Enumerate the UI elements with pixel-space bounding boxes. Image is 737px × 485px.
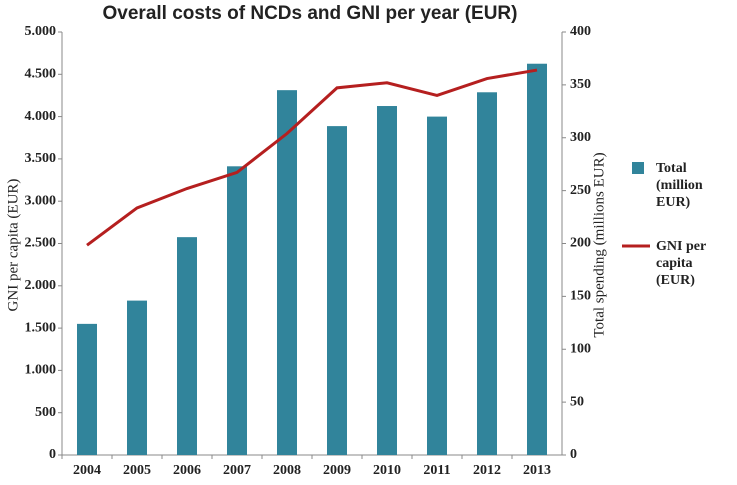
bar xyxy=(77,323,97,455)
y2-tick-label: 200 xyxy=(570,236,591,251)
bar xyxy=(427,116,447,455)
legend-swatch xyxy=(632,162,644,174)
bar xyxy=(177,237,197,455)
y2-tick-label: 50 xyxy=(570,394,584,409)
x-tick-label: 2012 xyxy=(473,463,501,478)
y-tick-label: 4.500 xyxy=(25,67,57,82)
y2-tick-label: 150 xyxy=(570,289,591,304)
bar xyxy=(477,92,497,455)
line xyxy=(86,68,538,247)
bar xyxy=(527,63,547,455)
y2-axis-title: Total spending (millions EUR) xyxy=(591,152,607,337)
y-tick-label: 0 xyxy=(49,447,56,462)
x-tick-label: 2006 xyxy=(173,463,201,478)
x-tick-label: 2007 xyxy=(223,463,251,478)
y-tick-label: 500 xyxy=(35,405,56,420)
legend-label: GNI per capita (EUR) xyxy=(656,239,706,288)
y2-tick-label: 250 xyxy=(570,183,591,198)
x-tick-label: 2010 xyxy=(373,463,401,478)
x-tick-label: 2008 xyxy=(273,463,301,478)
bar xyxy=(127,300,147,455)
y-tick-label: 1.000 xyxy=(25,363,57,378)
legend-label: Total (million EUR) xyxy=(656,161,703,210)
y-tick-label: 4.000 xyxy=(25,109,57,124)
y-tick-label: 5.000 xyxy=(25,24,57,39)
bar xyxy=(277,90,297,455)
y2-tick-label: 350 xyxy=(570,77,591,92)
chart-title: Overall costs of NCDs and GNI per year (… xyxy=(103,3,518,24)
x-tick-label: 2009 xyxy=(323,463,351,478)
y2-tick-label: 100 xyxy=(570,341,591,356)
y2-tick-label: 0 xyxy=(570,447,577,462)
y-tick-label: 3.000 xyxy=(25,193,57,208)
x-tick-label: 2013 xyxy=(523,463,551,478)
bar xyxy=(377,106,397,456)
bar xyxy=(327,126,347,456)
bar xyxy=(227,166,247,456)
y-axis-title: GNI per capita (EUR) xyxy=(5,179,21,312)
x-tick-label: 2011 xyxy=(423,463,450,478)
y-tick-label: 3.500 xyxy=(25,151,57,166)
y2-tick-label: 400 xyxy=(570,24,591,39)
x-tick-label: 2004 xyxy=(73,463,101,478)
y2-tick-label: 300 xyxy=(570,130,591,145)
y-tick-label: 2.000 xyxy=(25,278,57,293)
y-tick-label: 2.500 xyxy=(25,236,57,251)
x-tick-label: 2005 xyxy=(123,463,151,478)
y-tick-label: 1.500 xyxy=(25,320,57,335)
